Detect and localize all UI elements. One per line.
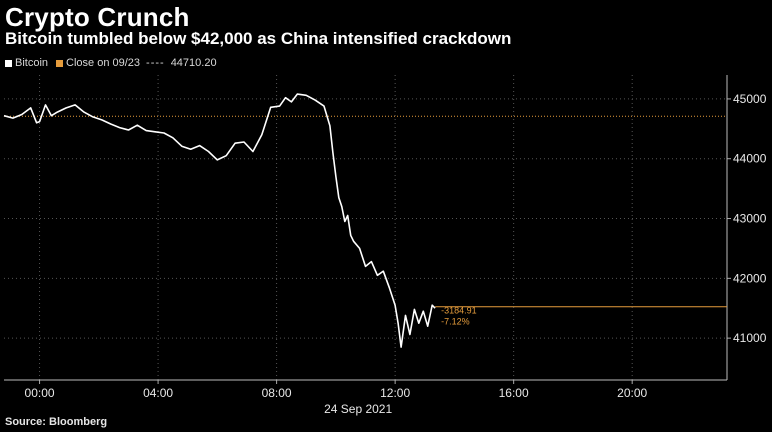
legend: Bitcoin Close on 09/23 ---- 44710.20 xyxy=(5,57,225,69)
x-tick-label: 12:00 xyxy=(380,386,410,400)
legend-swatch-close xyxy=(56,59,64,67)
x-tick-label: 04:00 xyxy=(143,386,173,400)
chart-subtitle: Bitcoin tumbled below $42,000 as China i… xyxy=(5,29,512,48)
y-tick-label: 45000 xyxy=(733,92,767,106)
x-tick-label: 20:00 xyxy=(617,386,647,400)
legend-dash: ---- xyxy=(146,57,165,69)
labels-layer: 41000 42000 43000 44000 45000 00:00 04:00 08:00… xyxy=(25,92,767,416)
y-tick-label: 44000 xyxy=(733,152,767,166)
series-layer xyxy=(3,93,727,348)
y-tick-label: 42000 xyxy=(733,271,767,285)
source-note: Source: Bloomberg xyxy=(5,416,108,428)
bitcoin-series-line xyxy=(3,93,436,348)
legend-item-close: Close on 09/23 ---- 44710.20 xyxy=(56,57,217,69)
legend-item-bitcoin: Bitcoin xyxy=(5,57,48,69)
x-tick-label: 16:00 xyxy=(499,386,529,400)
x-tick-label: 08:00 xyxy=(262,386,292,400)
axes xyxy=(4,75,731,384)
y-tick-label: 41000 xyxy=(733,331,767,345)
x-axis-date-label: 24 Sep 2021 xyxy=(324,402,392,416)
legend-close-value: 44710.20 xyxy=(170,57,217,69)
legend-label-bitcoin: Bitcoin xyxy=(15,57,49,69)
chart-title: Crypto Crunch xyxy=(5,2,190,32)
grid xyxy=(4,75,727,380)
change-abs-annotation: -3184.91 xyxy=(441,306,477,316)
y-tick-label: 43000 xyxy=(733,212,767,226)
legend-label-close: Close on 09/23 xyxy=(66,57,141,69)
change-pct-annotation: -7.12% xyxy=(441,317,470,327)
legend-swatch-bitcoin xyxy=(5,59,12,67)
x-tick-label: 00:00 xyxy=(25,386,55,400)
